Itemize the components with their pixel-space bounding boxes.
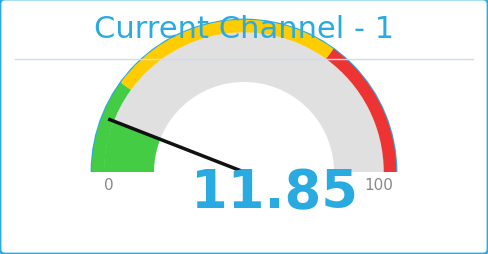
Text: 11.85: 11.85 (190, 166, 357, 218)
Text: Current Channel - 1: Current Channel - 1 (94, 15, 394, 44)
Polygon shape (104, 122, 160, 172)
Text: 0: 0 (104, 177, 114, 192)
Text: 100: 100 (365, 177, 393, 192)
Polygon shape (104, 33, 384, 172)
